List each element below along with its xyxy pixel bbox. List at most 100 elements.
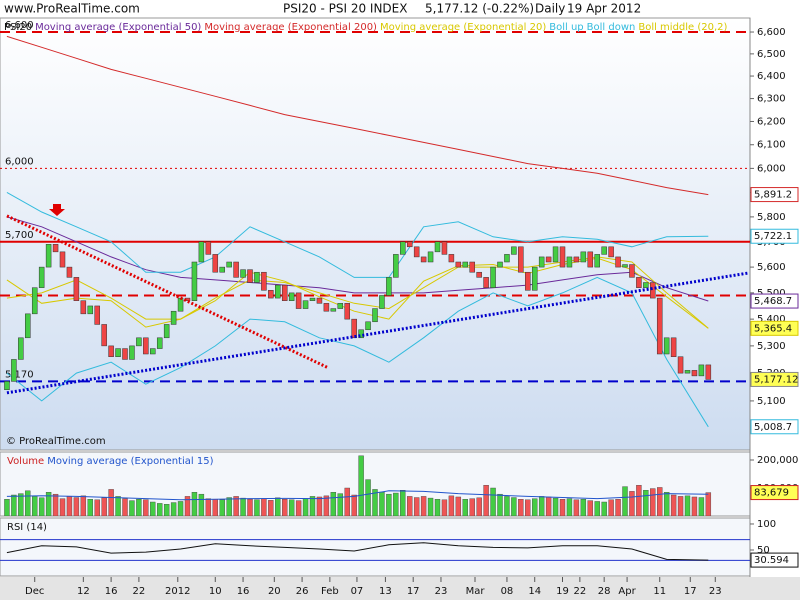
candle <box>636 277 642 288</box>
volume-bar <box>497 493 503 516</box>
candle <box>483 277 489 288</box>
axes: 5,1005,2005,3005,4005,5005,6005,7005,800… <box>25 27 798 597</box>
volume-bar <box>698 497 705 516</box>
y-tick-label: 5,300 <box>757 341 786 352</box>
y-tick-label: 100 <box>757 519 776 530</box>
x-tick-label: 22 <box>133 586 146 597</box>
last-value-label: 5,008.7 <box>754 422 792 433</box>
volume-bar <box>441 499 448 516</box>
candle <box>295 292 302 309</box>
price-plot: 6,600 6,000 5,700 5,170 <box>0 20 750 428</box>
legend-entry: Moving average (Exponential 15) <box>47 456 213 467</box>
candle <box>504 254 510 263</box>
volume-bar <box>677 496 684 516</box>
volume-bar <box>379 492 385 516</box>
candle <box>198 241 205 263</box>
volume-bar <box>615 499 621 516</box>
candle <box>18 337 24 360</box>
candle <box>455 261 462 268</box>
last-value-box <box>750 485 799 501</box>
trend-line <box>6 271 749 395</box>
y-tick-label: 200,000 <box>757 455 798 466</box>
candle <box>240 269 246 278</box>
legend: RSI (14) <box>7 522 47 533</box>
volume-bar <box>587 500 593 516</box>
candle <box>601 246 607 255</box>
y-tick-label: 6,000 <box>757 163 786 174</box>
candle <box>122 348 128 360</box>
candle <box>275 284 281 299</box>
candle <box>52 244 59 253</box>
candle <box>538 256 545 268</box>
candle <box>656 297 663 355</box>
legend: PSI20 Moving average (Exponential 50) Movi… <box>4 22 728 33</box>
candle <box>288 292 295 301</box>
candle <box>705 364 712 380</box>
last-value-box <box>750 187 799 203</box>
last-price: 5,177.12 (-0.22%) <box>425 2 534 16</box>
candle <box>233 261 239 278</box>
candle <box>650 282 656 299</box>
x-tick-label: 2012 <box>165 586 190 597</box>
volume-bar <box>434 499 441 516</box>
volume-bar <box>636 485 642 516</box>
volume-bar <box>136 499 142 516</box>
volume-bar <box>254 499 260 516</box>
volume-bar <box>94 499 100 516</box>
candle <box>511 246 517 255</box>
volume-bar <box>420 496 427 516</box>
volume-bar <box>87 499 93 516</box>
volume-bar <box>32 496 38 516</box>
volume-bar <box>282 499 288 516</box>
volume-bar <box>650 488 656 516</box>
volume-bar <box>386 493 392 516</box>
y-tick-label: 6,500 <box>757 49 786 60</box>
x-tick-label: 11 <box>653 586 666 597</box>
candle <box>434 241 441 253</box>
last-value-label: 5,722.1 <box>754 231 792 242</box>
volume-bar <box>344 487 350 516</box>
volume-bar <box>608 499 614 516</box>
candle <box>219 266 225 273</box>
last-value-label: 5,891.2 <box>754 190 792 201</box>
level-label: 6,000 <box>5 156 34 167</box>
x-tick-label: Apr <box>618 586 636 597</box>
volume-bar <box>490 487 496 516</box>
candle <box>573 256 580 263</box>
volume-bar <box>163 504 170 516</box>
candle <box>316 297 323 304</box>
site: www.ProRealTime.com <box>4 2 140 16</box>
volume-bar <box>358 455 364 516</box>
y-tick-label: 5,600 <box>757 262 786 273</box>
volume-bar <box>184 496 191 516</box>
volume-bar <box>233 496 239 516</box>
y-tick-label: 5,400 <box>757 314 786 325</box>
series-line <box>6 542 709 561</box>
x-tick-label: Feb <box>321 586 339 597</box>
level-label: 5,700 <box>5 230 34 241</box>
candle <box>261 271 267 291</box>
candle <box>226 261 232 268</box>
candle <box>247 269 253 283</box>
volume-bar <box>59 498 66 516</box>
y-tick-label: 5,800 <box>757 212 786 223</box>
volume-bar <box>115 496 121 516</box>
candle <box>629 264 635 278</box>
candle <box>115 348 121 357</box>
volume-bar <box>330 492 337 516</box>
last-value-box <box>750 419 799 435</box>
candle <box>156 337 163 349</box>
volume-bar <box>407 496 413 516</box>
y-tick-label: 6,600 <box>757 27 786 38</box>
volume-bar <box>545 496 552 516</box>
candle <box>351 318 357 339</box>
candle <box>365 321 371 331</box>
candle <box>372 308 378 323</box>
series-line <box>6 35 709 196</box>
candle <box>406 241 413 248</box>
x-tick-label: 13 <box>379 586 392 597</box>
candle <box>441 241 448 255</box>
candle <box>490 266 496 288</box>
candle <box>80 300 87 315</box>
volume-bar <box>622 486 628 516</box>
